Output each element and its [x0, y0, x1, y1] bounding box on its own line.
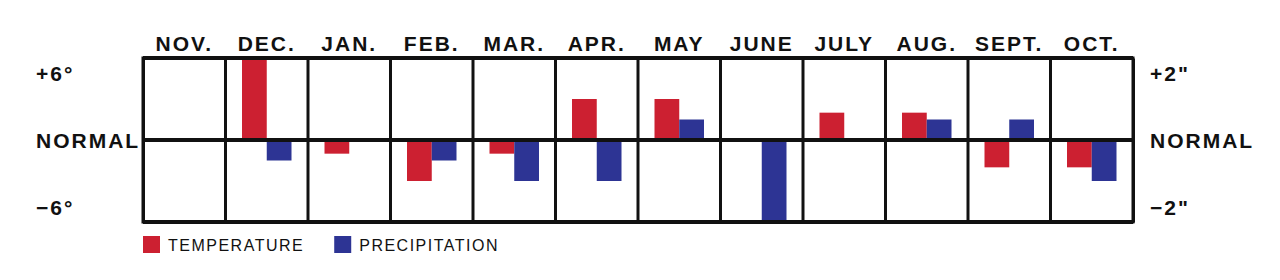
legend-swatch — [143, 236, 160, 253]
bar — [927, 120, 952, 141]
legend-item: TEMPERATURE — [143, 236, 304, 254]
tick-label: NORMAL — [36, 129, 140, 152]
tick: SEPT. — [975, 32, 1043, 58]
bar — [514, 140, 539, 181]
grid — [143, 58, 1133, 222]
chart: NOV. DEC. JAN. FEB. MAR. APR. MAY JUNE JULY AUG. S… — [0, 0, 1280, 280]
legend-item: PRECIPITATION — [334, 236, 499, 254]
tick-label: SEPT. — [975, 32, 1043, 55]
tick-label: +2" — [1150, 62, 1190, 85]
tick-label: MAY — [654, 32, 705, 55]
tick-label: JUNE — [730, 32, 794, 55]
tick: +6° — [36, 59, 143, 86]
tick: FEB. — [404, 32, 460, 58]
tick: JUNE — [730, 32, 794, 58]
tick: APR. — [568, 32, 626, 58]
tick-label: OCT. — [1064, 32, 1120, 55]
y-axis: +6° NORMAL −6° — [36, 59, 144, 223]
legend: TEMPERATURE PRECIPITATION — [143, 236, 499, 254]
tick: DEC. — [238, 32, 296, 58]
tick: NORMAL — [36, 129, 143, 152]
tick: MAR. — [483, 32, 545, 58]
tick-label: −2" — [1150, 196, 1190, 219]
bar — [267, 140, 292, 161]
bar — [242, 58, 267, 140]
bar — [1009, 120, 1034, 141]
tick-label: JAN. — [321, 32, 377, 55]
bar — [407, 140, 432, 181]
bar — [1092, 140, 1117, 181]
y2-axis: +2" NORMAL −2" — [1133, 59, 1254, 223]
tick: JULY — [814, 32, 874, 58]
bar — [325, 140, 350, 154]
axis-line — [1132, 59, 1135, 223]
bar — [1067, 140, 1092, 167]
tick: JAN. — [321, 32, 377, 58]
bar — [490, 140, 515, 154]
bar — [597, 140, 622, 181]
bar — [902, 113, 927, 140]
legend-label: PRECIPITATION — [359, 237, 499, 254]
tick-label: NORMAL — [1150, 129, 1254, 152]
tick-label: APR. — [568, 32, 626, 55]
tick: +2" — [1133, 59, 1190, 86]
tick: NORMAL — [1133, 129, 1254, 152]
tick: −2" — [1133, 196, 1190, 222]
tick-label: FEB. — [404, 32, 460, 55]
plot-frame — [143, 58, 1133, 222]
tick: MAY — [654, 32, 705, 58]
grid-line — [143, 138, 1133, 142]
tick-label: −6° — [36, 196, 74, 219]
tick-label: +6° — [36, 62, 74, 85]
bar — [762, 140, 787, 222]
tick-label: NOV. — [156, 32, 213, 55]
x-axis: NOV. DEC. JAN. FEB. MAR. APR. MAY JUNE JULY AUG. S… — [144, 32, 1134, 59]
bar — [985, 140, 1010, 167]
axis-line — [142, 59, 145, 223]
tick-label: MAR. — [483, 32, 545, 55]
legend-swatch — [334, 236, 351, 253]
tick: NOV. — [156, 32, 213, 58]
bar — [432, 140, 457, 161]
tick: OCT. — [1064, 32, 1120, 58]
tick: AUG. — [897, 32, 958, 58]
axis-line — [144, 57, 1134, 60]
bar — [655, 99, 680, 140]
tick-label: JULY — [814, 32, 874, 55]
bar — [820, 113, 845, 140]
tick-label: DEC. — [238, 32, 296, 55]
bar — [679, 120, 704, 141]
bar — [572, 99, 597, 140]
tick-label: AUG. — [897, 32, 958, 55]
tick: −6° — [36, 196, 143, 222]
legend-label: TEMPERATURE — [168, 237, 304, 254]
